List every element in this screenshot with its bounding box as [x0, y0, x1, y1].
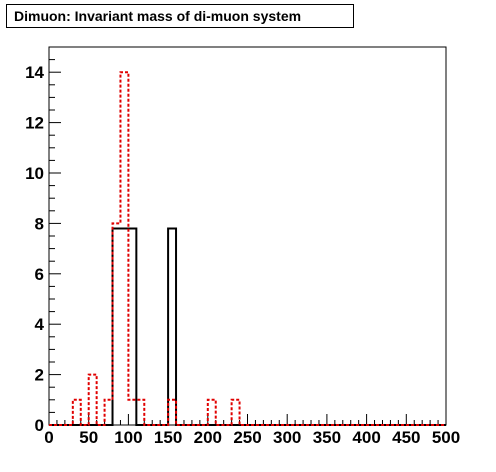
histogram-bin	[105, 400, 113, 425]
x-tick-label: 350	[313, 428, 341, 447]
y-tick-label: 12	[25, 114, 44, 133]
chart-title: Dimuon: Invariant mass of di-muon system	[6, 4, 354, 28]
y-axis: 0 2 4 6 8 10 12 14	[25, 59, 61, 435]
histogram-bin	[128, 228, 136, 425]
x-tick-label: 50	[79, 428, 98, 447]
histogram-bin	[89, 375, 97, 425]
histogram-series-2	[49, 71, 446, 426]
x-tick-label: 100	[114, 428, 142, 447]
x-tick-label: 0	[44, 428, 53, 447]
y-tick-label: 2	[35, 366, 44, 385]
histogram-bin	[120, 72, 128, 425]
x-tick-label: 500	[432, 428, 460, 447]
histogram-bin	[232, 400, 240, 425]
histogram-bin	[136, 400, 144, 425]
histogram-bin	[128, 400, 136, 425]
x-tick-label: 250	[233, 428, 261, 447]
histogram-bin	[113, 223, 121, 425]
histogram-series-1	[49, 227, 446, 426]
histogram-bin	[168, 400, 176, 425]
x-tick-label: 150	[154, 428, 182, 447]
x-tick-label: 400	[352, 428, 380, 447]
y-tick-label: 14	[25, 63, 44, 82]
x-tick-label: 200	[194, 428, 222, 447]
y-tick-label: 10	[25, 164, 44, 183]
x-tick-label: 300	[273, 428, 301, 447]
histogram-bin	[208, 400, 216, 425]
plot-frame	[48, 46, 447, 426]
x-axis: 0 50 100 150 200 250 300 350 400 450 500	[44, 414, 460, 447]
histogram-bin	[168, 228, 176, 425]
y-tick-label: 8	[35, 214, 44, 233]
y-tick-label: 6	[35, 265, 44, 284]
y-tick-label: 4	[35, 315, 45, 334]
y-tick-label: 0	[35, 416, 44, 435]
histogram-bin	[73, 400, 81, 425]
x-tick-label: 450	[392, 428, 420, 447]
series-layer	[49, 71, 446, 426]
